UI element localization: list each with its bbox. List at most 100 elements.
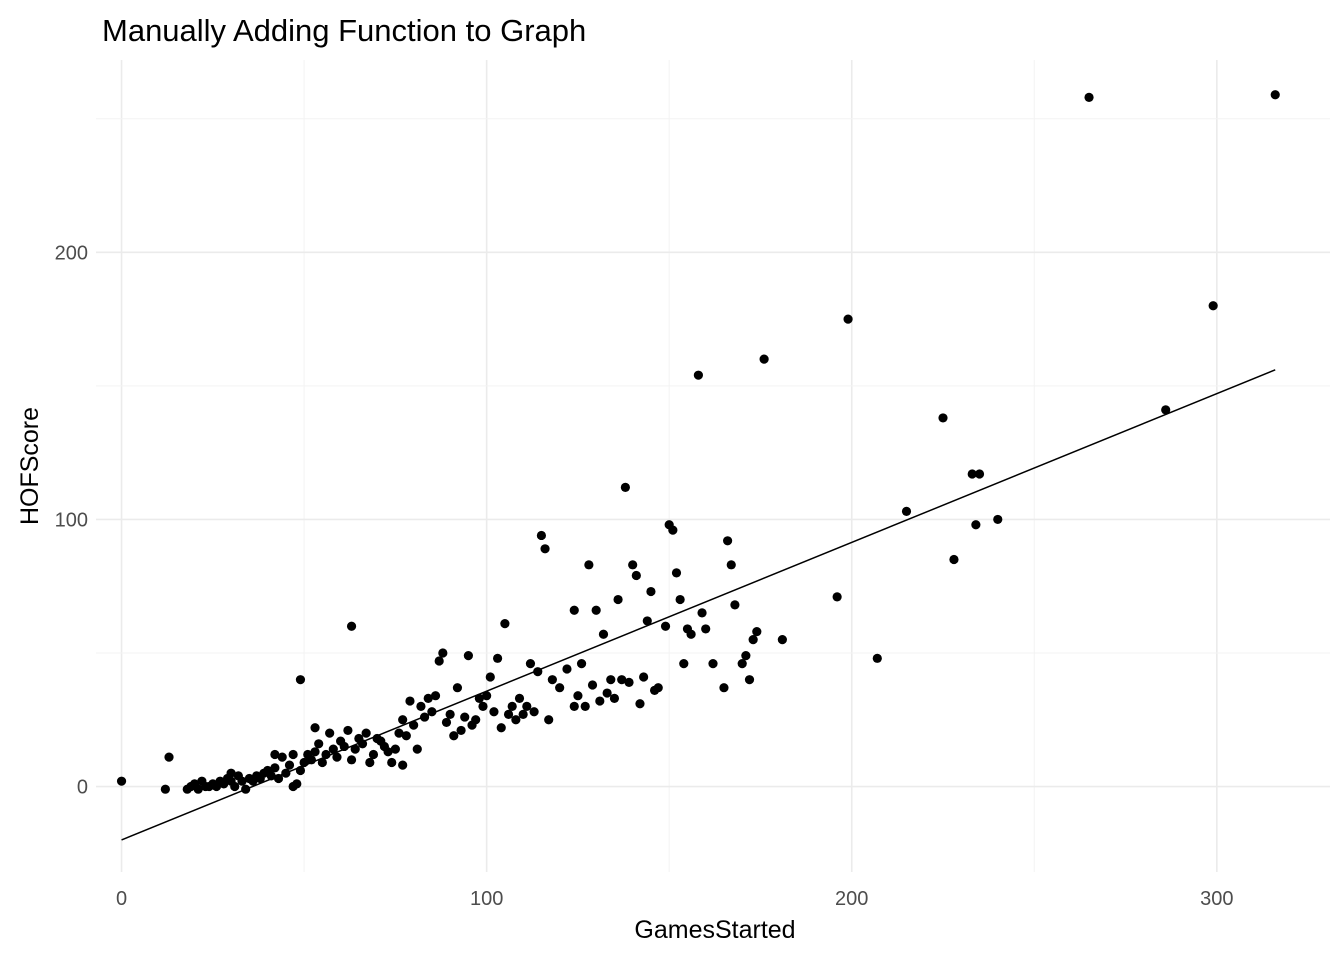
data-point	[949, 554, 959, 565]
data-point	[350, 744, 360, 754]
data-point	[701, 624, 711, 634]
data-point	[569, 605, 579, 615]
data-point	[346, 621, 357, 631]
data-point	[270, 749, 280, 760]
data-point	[423, 693, 433, 703]
data-point	[967, 469, 977, 479]
y-tick-label: 200	[55, 242, 88, 264]
data-point	[580, 701, 590, 711]
data-point	[295, 675, 306, 685]
data-point	[496, 723, 506, 733]
data-point	[602, 688, 612, 698]
data-point	[292, 779, 302, 789]
data-point	[555, 683, 565, 693]
data-point	[445, 709, 455, 720]
data-point	[332, 752, 342, 762]
data-point	[1084, 92, 1094, 102]
data-point	[562, 664, 572, 674]
data-point	[507, 701, 517, 711]
data-point	[310, 747, 320, 757]
data-point	[343, 725, 353, 736]
data-point	[398, 760, 408, 770]
data-point	[438, 648, 448, 658]
data-point	[525, 659, 536, 669]
data-point	[642, 616, 652, 626]
data-point	[843, 314, 853, 324]
data-point	[361, 728, 371, 738]
data-point	[430, 691, 441, 701]
data-point	[971, 520, 981, 530]
data-point	[993, 514, 1003, 525]
data-points	[116, 90, 1280, 794]
data-point	[398, 715, 408, 725]
data-point	[449, 731, 459, 741]
data-point	[529, 707, 539, 717]
data-point	[456, 725, 466, 736]
data-point	[671, 568, 682, 578]
chart-title: Manually Adding Function to Graph	[102, 13, 586, 48]
data-point	[628, 560, 638, 570]
data-point	[328, 744, 338, 754]
data-point	[277, 752, 287, 762]
data-point	[569, 701, 579, 711]
data-point	[730, 600, 740, 610]
data-point	[518, 709, 528, 720]
data-point	[463, 651, 473, 661]
data-point	[416, 701, 426, 711]
data-point	[598, 629, 609, 639]
data-point	[631, 570, 641, 581]
data-point	[613, 594, 623, 605]
data-point	[540, 544, 550, 554]
data-point	[547, 675, 557, 685]
data-point	[160, 784, 170, 794]
data-point	[723, 536, 733, 546]
data-point	[310, 723, 320, 733]
data-point	[412, 744, 422, 754]
data-point	[573, 691, 583, 701]
y-tick-label: 100	[55, 509, 88, 531]
data-point	[752, 627, 762, 637]
data-point	[383, 747, 393, 757]
data-point	[522, 701, 532, 711]
data-point	[514, 693, 525, 703]
data-point	[314, 739, 324, 749]
data-point	[1208, 301, 1218, 311]
data-point	[901, 506, 912, 517]
x-tick-label: 300	[1200, 888, 1233, 910]
data-point	[503, 709, 514, 720]
data-point	[317, 757, 327, 768]
data-point	[536, 530, 547, 541]
data-point	[401, 731, 411, 741]
y-axis-ticks: 0 100 200	[55, 242, 88, 798]
data-point	[668, 525, 678, 535]
data-point	[116, 776, 127, 786]
data-point	[744, 675, 755, 685]
data-point	[635, 699, 645, 709]
data-point	[620, 482, 630, 492]
data-point	[686, 629, 696, 639]
grid	[96, 60, 1330, 872]
data-point	[591, 605, 601, 615]
data-point	[646, 586, 656, 597]
fit-line-group	[121, 369, 1276, 841]
data-point	[284, 760, 295, 770]
data-point	[346, 755, 357, 765]
data-point	[193, 784, 203, 794]
data-point	[325, 728, 335, 738]
data-point	[489, 707, 499, 717]
data-point	[660, 621, 671, 631]
data-point	[726, 560, 736, 570]
data-point	[748, 635, 758, 645]
data-point	[441, 717, 452, 728]
data-point	[624, 677, 634, 687]
data-point	[741, 651, 751, 661]
data-point	[544, 715, 554, 725]
data-point	[288, 749, 298, 760]
data-point	[595, 696, 605, 706]
data-point	[409, 720, 419, 730]
data-point	[394, 728, 404, 738]
data-point	[737, 659, 747, 669]
data-point	[474, 693, 484, 703]
data-point	[390, 744, 400, 754]
